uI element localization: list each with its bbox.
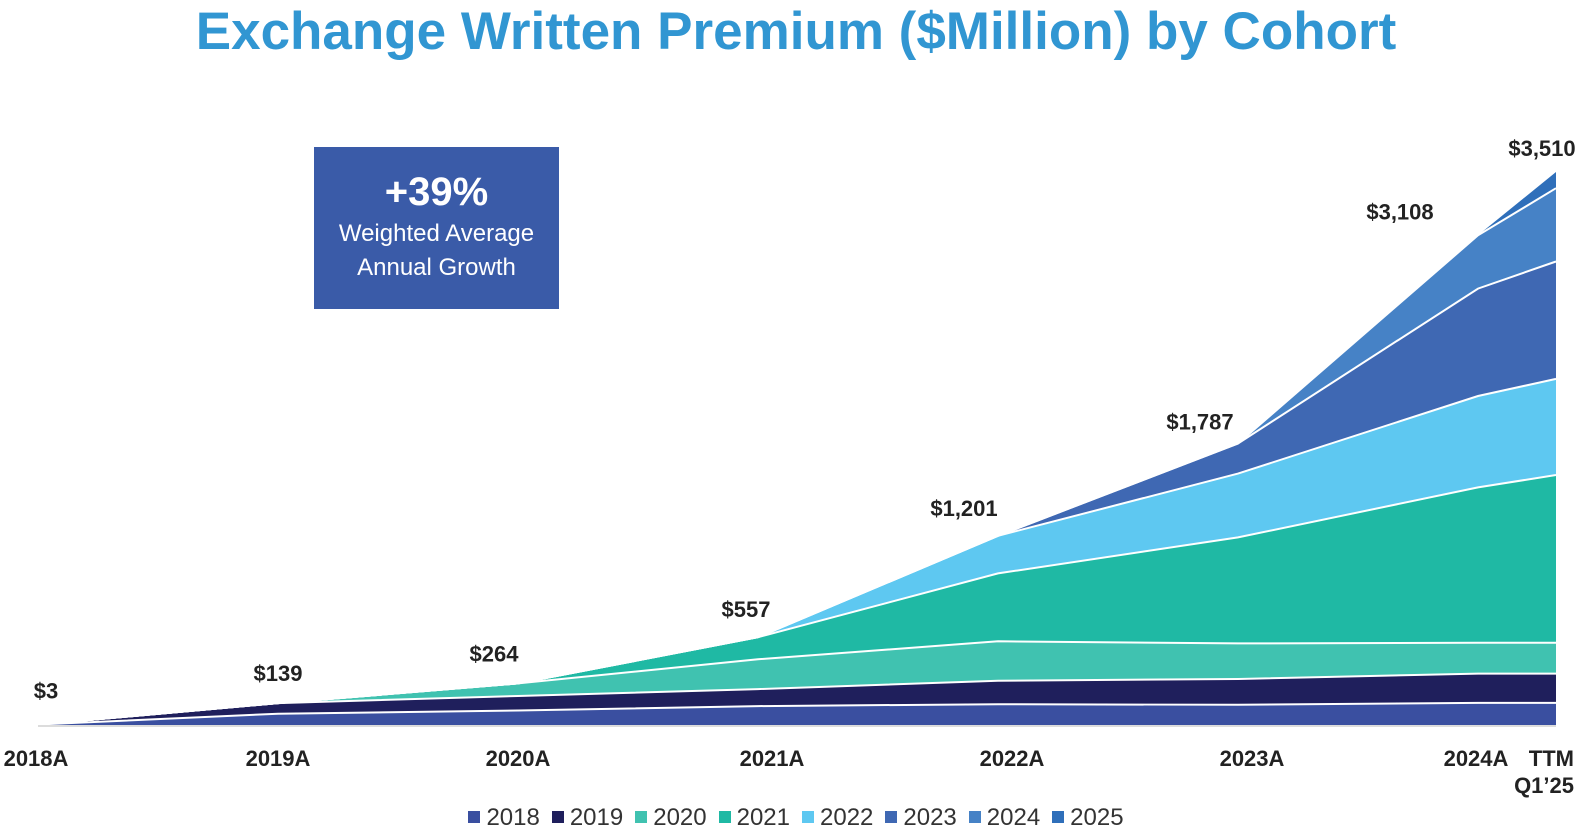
x-tick-label: 2020A — [486, 746, 551, 771]
x-tick-label: 2023A — [1220, 746, 1285, 771]
total-label: $139 — [254, 661, 303, 686]
x-tick-label: 2021A — [740, 746, 805, 771]
legend-label: 2020 — [653, 804, 707, 831]
legend-item: 2020 — [635, 803, 707, 833]
legend-swatch — [718, 810, 731, 823]
x-tick-label: 2019A — [246, 746, 311, 771]
area-series-2020 — [38, 641, 1556, 725]
total-label: $3 — [34, 679, 58, 704]
x-tick-label: 2022A — [980, 746, 1045, 771]
total-label: $3,108 — [1366, 199, 1433, 224]
total-label: $1,201 — [930, 496, 997, 521]
legend-label: 2018 — [486, 804, 540, 831]
total-label: $557 — [722, 597, 771, 622]
legend-item: 2024 — [968, 803, 1041, 833]
band-separator-2024 — [37, 187, 1557, 726]
growth-callout: +39% Weighted Average Annual Growth — [314, 147, 559, 309]
band-separator-2019 — [37, 672, 1556, 726]
legend-swatch — [635, 810, 648, 823]
chart-legend: 2018 2019 2020 2021 2022 2023 2024 2025 — [0, 803, 1592, 833]
legend-item: 2019 — [551, 803, 624, 833]
legend-item: 2018 — [468, 803, 540, 833]
area-chart: $3 $139 $264 $557 $1,201 $1,787 $3,108 $3,510 20… — [4, 136, 1576, 798]
area-series-2018 — [38, 702, 1556, 725]
legend-swatch — [802, 810, 814, 823]
legend-label: 2022 — [820, 804, 874, 831]
growth-label-line1: Weighted Average — [338, 220, 535, 247]
legend-item: 2022 — [802, 803, 873, 833]
legend-swatch — [968, 810, 981, 823]
legend-item: 2023 — [885, 803, 957, 833]
growth-value: +39% — [384, 170, 489, 214]
legend-label: 2023 — [903, 804, 957, 831]
x-tick-label: 2018A — [4, 746, 69, 771]
total-label: $3,510 — [1508, 136, 1575, 161]
legend-item: 2025 — [1052, 803, 1124, 833]
total-label: $1,787 — [1166, 409, 1233, 434]
x-tick-label: TTM Q1’25 — [1514, 746, 1574, 798]
legend-label: 2025 — [1070, 804, 1124, 831]
growth-label-line2: Annual Growth — [357, 254, 516, 281]
legend-label: 2019 — [569, 804, 624, 831]
legend-item: 2021 — [718, 803, 790, 833]
x-tick-label: 2024A — [1444, 746, 1509, 771]
legend-label: 2021 — [736, 804, 790, 831]
legend-swatch — [551, 810, 564, 823]
legend-swatch — [468, 810, 481, 823]
legend-swatch — [885, 810, 898, 823]
area-series-2021 — [38, 475, 1556, 725]
band-separator-2018 — [37, 701, 1556, 726]
legend-label: 2024 — [986, 804, 1041, 831]
legend-swatch — [1052, 810, 1065, 823]
chart-title: Exchange Written Premium ($Million) by C… — [195, 2, 1397, 61]
total-label: $264 — [470, 641, 520, 666]
